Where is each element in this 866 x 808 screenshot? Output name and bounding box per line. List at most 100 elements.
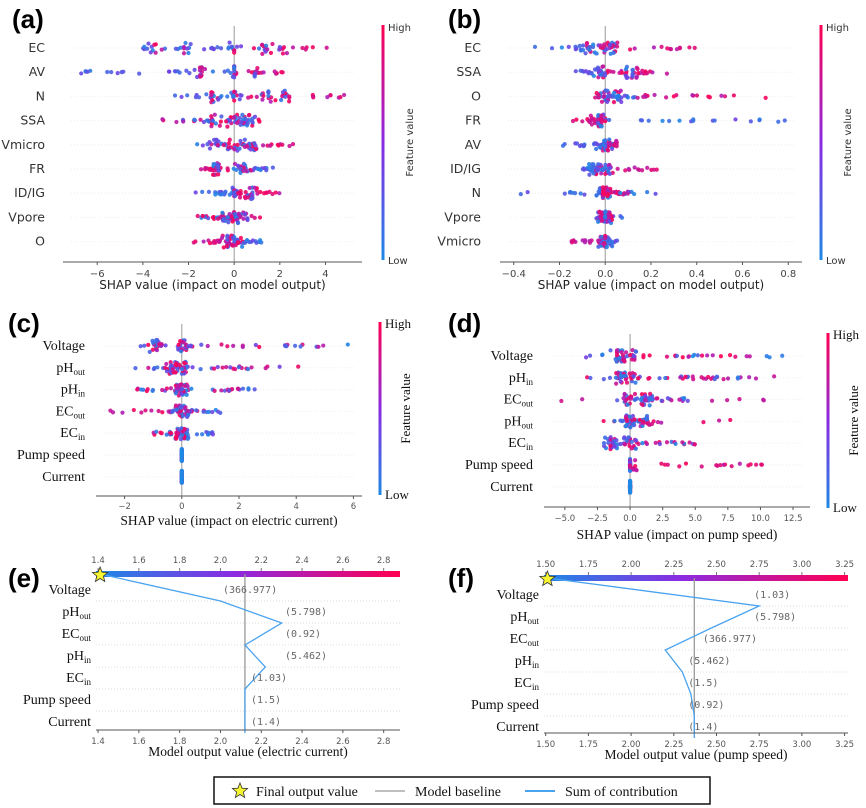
shap-point: [629, 439, 634, 445]
shap-point: [607, 137, 612, 142]
shap-point: [156, 408, 161, 414]
shap-point: [280, 70, 285, 75]
x-tick-label: 2.75: [750, 740, 769, 750]
beeswarm-row: [79, 64, 285, 80]
shap-point: [187, 71, 192, 76]
shap-point: [240, 386, 246, 391]
shap-point: [691, 117, 696, 122]
shap-point: [260, 143, 266, 148]
shap-point: [218, 215, 223, 220]
colorbar-high-label: High: [385, 316, 412, 331]
x-axis-label: SHAP value (impact on electric current): [120, 513, 337, 528]
beeswarm-row: [518, 185, 658, 201]
shap-point: [227, 388, 232, 393]
shap-point: [630, 348, 635, 353]
shap-point: [182, 427, 187, 432]
shap-point: [255, 166, 261, 172]
feature-value-annotation: (1.5): [688, 678, 718, 689]
feature-value-annotation: (5.462): [285, 651, 327, 662]
feature-label: pHin: [61, 383, 86, 399]
colorbar-title: Feature value: [843, 108, 854, 176]
shap-point: [602, 165, 608, 170]
shap-point: [252, 215, 257, 220]
shap-point: [163, 343, 168, 348]
shap-point: [222, 69, 227, 74]
legend-box: [213, 776, 711, 805]
colorbar-low-label: Low: [826, 256, 846, 267]
shap-point: [178, 45, 183, 50]
x-tick-label: 3.25: [835, 740, 854, 750]
shap-point: [754, 462, 759, 467]
shap-point: [583, 355, 589, 360]
shap-point: [593, 95, 598, 100]
x-tick-label: 2.25: [664, 740, 683, 750]
x-tick-label: 2.50: [707, 740, 726, 750]
shap-point: [310, 45, 315, 50]
shap-point: [190, 365, 195, 370]
shap-point: [168, 363, 174, 368]
x-tick-label: −0.4: [502, 269, 526, 280]
shap-point: [216, 97, 221, 102]
shap-point: [241, 161, 246, 166]
beeswarm-row: [585, 370, 777, 386]
feature-label-main: EC: [62, 627, 80, 642]
shap-point: [257, 344, 262, 350]
shap-point: [622, 93, 627, 98]
shap-point: [220, 365, 225, 370]
shap-point: [231, 191, 236, 196]
shap-point: [180, 387, 185, 392]
shap-point: [659, 398, 664, 403]
top-tick-label: 1.6: [132, 556, 146, 566]
shap-point: [228, 365, 233, 370]
shap-point: [607, 171, 612, 177]
shap-point: [268, 50, 274, 56]
shap-point: [600, 185, 606, 190]
shap-point: [607, 375, 613, 381]
shap-point: [181, 44, 187, 50]
feature-label: ECout: [56, 404, 86, 420]
feature-value-annotation: (1.5): [251, 695, 281, 706]
shap-point: [179, 404, 184, 409]
shap-point: [205, 343, 210, 349]
shap-point: [653, 440, 658, 445]
shap-point: [231, 94, 236, 99]
shap-point: [654, 167, 659, 172]
shap-point: [748, 462, 753, 467]
x-tick-label: −5.0: [555, 514, 576, 524]
shap-point: [235, 239, 241, 245]
shap-point: [273, 98, 278, 103]
shap-point: [636, 71, 641, 76]
x-tick-label: 0.2: [643, 269, 659, 280]
shap-point: [615, 166, 620, 171]
shap-point: [324, 45, 329, 50]
shap-point: [632, 417, 637, 422]
shap-point: [138, 387, 144, 392]
feature-value-annotation: (5.798): [754, 612, 796, 623]
shap-point: [206, 409, 212, 414]
shap-point: [646, 118, 651, 123]
shap-point: [186, 412, 191, 417]
shap-point: [603, 88, 608, 93]
shap-point: [284, 51, 290, 56]
shap-point: [601, 377, 606, 382]
shap-point: [242, 194, 248, 199]
shap-point: [578, 48, 584, 53]
decision-path: [547, 577, 762, 738]
shap-point: [108, 408, 113, 413]
shap-point: [184, 68, 189, 73]
shap-point: [613, 375, 618, 380]
shap-point: [628, 425, 633, 430]
shap-point: [737, 461, 742, 466]
shap-point: [624, 75, 629, 80]
top-tick-label: 2.0: [214, 556, 228, 566]
panel-a: (a) EC AV N SSA Vmicro FR ID/IG Vpore O −6 −4 −2 0 2 4S…: [1, 4, 416, 292]
shap-point: [241, 165, 246, 170]
shap-point: [138, 344, 143, 349]
shap-point: [179, 366, 185, 372]
shap-point: [298, 344, 303, 349]
feature-value-annotation: (1.03): [251, 673, 287, 684]
shap-point: [177, 70, 182, 75]
shap-point: [639, 392, 645, 397]
feature-value-annotation: (1.03): [754, 590, 790, 601]
beeswarm-row: [627, 456, 764, 473]
